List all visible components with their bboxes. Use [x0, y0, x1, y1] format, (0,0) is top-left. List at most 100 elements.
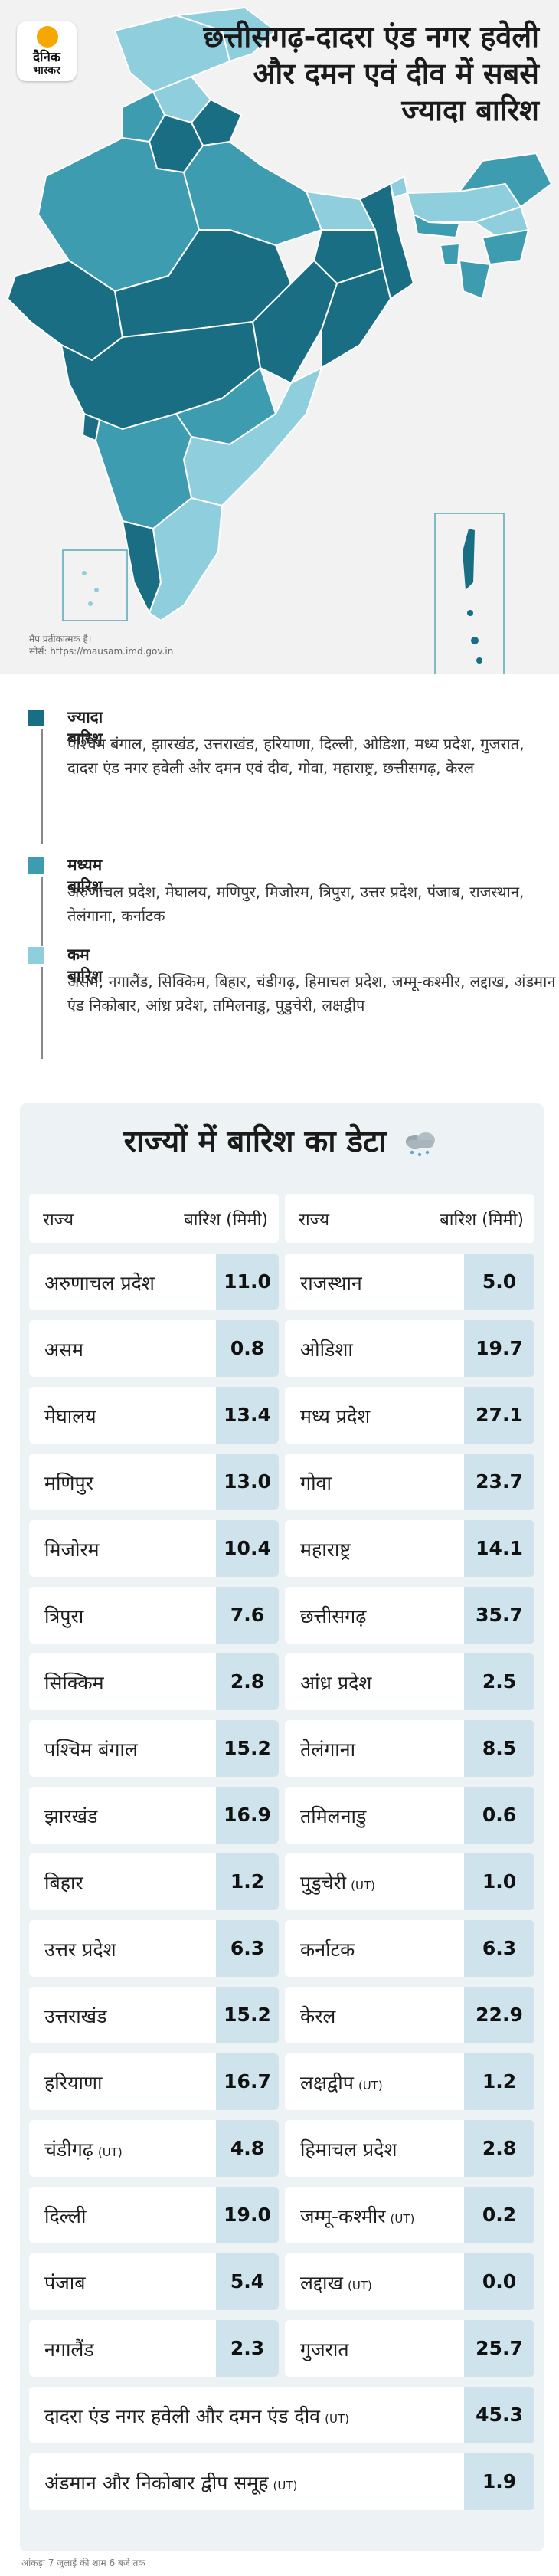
rainfall-value: 2.8 [216, 1653, 279, 1710]
table-row: नगालैंड 2.3 [29, 2320, 279, 2377]
legend-states-low: असम, नगालैंड, सिक्किम, बिहार, चंडीगढ़, ह… [67, 972, 556, 1014]
state-label: मणिपुर [44, 1472, 93, 1494]
logo-line1: दैनिक [33, 50, 60, 65]
table-row: तेलंगाना 8.5 [285, 1720, 534, 1777]
state-label: सिक्किम [44, 1672, 104, 1694]
state-label: पंजाब [44, 2272, 86, 2294]
legend-label-low: कम बारिश [67, 946, 103, 985]
rainfall-value: 35.7 [464, 1587, 534, 1644]
table-row: कर्नाटक 6.3 [285, 1920, 534, 1977]
table-row: पश्चिम बंगाल 15.2 [29, 1720, 279, 1777]
rainfall-value: 0.6 [464, 1787, 534, 1844]
state-name: तमिलनाडु [300, 1803, 366, 1829]
rainfall-value: 23.7 [464, 1454, 534, 1510]
table-row: असम 0.8 [29, 1320, 279, 1377]
table-title-text: राज्यों में बारिश का डेटा [123, 1124, 387, 1159]
state-name: सिक्किम [44, 1670, 104, 1696]
state-name: तेलंगाना [300, 1736, 355, 1762]
rainfall-value: 2.5 [464, 1653, 534, 1710]
rainfall-value: 16.7 [216, 2053, 279, 2110]
table-row: मणिपुर 13.0 [29, 1454, 279, 1510]
state-name: मिजोरम [44, 1536, 100, 1562]
state-name: कर्नाटक [300, 1936, 355, 1962]
state-label: दादरा एंड नगर हवेली और दमन एंड दीव [44, 2405, 321, 2427]
rainfall-value: 11.0 [216, 1254, 279, 1310]
state-name: लक्षद्वीप (UT) [300, 2070, 383, 2096]
legend-states-medium: अरुणाचल प्रदेश, मेघालय, मणिपुर, मिजोरम, … [67, 883, 525, 925]
map-note-line1: मैप प्रतीकात्मक है। [29, 634, 92, 644]
map-region-tamil-nadu [148, 497, 224, 622]
state-name: ओडिशा [300, 1336, 353, 1362]
state-label: अरुणाचल प्रदेश [44, 1272, 155, 1294]
state-label: चंडीगढ़ [44, 2138, 93, 2161]
legend-label-high: ज्यादा बारिश [67, 708, 103, 748]
state-name: त्रिपुरा [44, 1603, 83, 1629]
state-label: त्रिपुरा [44, 1605, 84, 1627]
table-title: राज्यों में बारिश का डेटा [20, 1119, 544, 1161]
legend-line [41, 877, 43, 946]
state-name: चंडीगढ़ (UT) [44, 2136, 123, 2162]
india-rainfall-map [6, 6, 553, 674]
state-label: पुडुचेरी [300, 1872, 347, 1894]
state-name: लद्दाख (UT) [300, 2270, 372, 2296]
ut-tag: (UT) [351, 1879, 376, 1893]
table-row: गोवा 23.7 [285, 1454, 534, 1510]
rainfall-value: 1.9 [464, 2453, 534, 2510]
state-label: झारखंड [44, 1805, 98, 1827]
legend-line [41, 967, 43, 1059]
state-name: मेघालय [44, 1403, 96, 1429]
state-label: गुजरात [300, 2338, 349, 2361]
legend-label-medium: मध्यम बारिश [67, 856, 103, 896]
table-row: हिमाचल प्रदेश 2.8 [285, 2120, 534, 2177]
legend-swatch-high [28, 710, 44, 726]
map-region-sikkim [389, 175, 409, 199]
state-label: उत्तराखंड [44, 2005, 107, 2027]
rainfall-value: 22.9 [464, 1987, 534, 2043]
map-region-mizoram [458, 259, 492, 300]
rainfall-value: 13.4 [216, 1387, 279, 1444]
state-name: केरल [300, 2003, 335, 2029]
state-name: दादरा एंड नगर हवेली और दमन एंड दीव (UT) [44, 2403, 349, 2429]
rainfall-value: 19.7 [464, 1320, 534, 1377]
rainfall-value: 13.0 [216, 1454, 279, 1510]
rainfall-value: 4.8 [216, 2120, 279, 2177]
table-row: दिल्ली 19.0 [29, 2187, 279, 2243]
rainfall-value: 1.0 [464, 1853, 534, 1910]
state-label: केरल [300, 2005, 336, 2027]
map-region-arunachal [457, 152, 553, 208]
page-title: छत्तीसगढ़-दादरा एंड नगर हवेली और दमन एवं… [203, 20, 539, 127]
state-label: लक्षद्वीप [300, 2072, 354, 2094]
state-label: उत्तर प्रदेश [44, 1939, 116, 1961]
table-row: लक्षद्वीप (UT) 1.2 [285, 2053, 534, 2110]
table-row: तमिलनाडु 0.6 [285, 1787, 534, 1844]
table-row: अंडमान और निकोबार द्वीप समूह (UT) 1.9 [29, 2453, 534, 2510]
state-label: नगालैंड [44, 2338, 94, 2361]
state-name: आंध्र प्रदेश [300, 1670, 371, 1696]
table-row: लद्दाख (UT) 0.0 [285, 2253, 534, 2310]
ut-tag: (UT) [273, 2479, 298, 2492]
state-label: हरियाणा [44, 2072, 103, 2094]
rainfall-value: 19.0 [216, 2187, 279, 2243]
state-name: महाराष्ट्र [300, 1536, 351, 1562]
rainfall-value: 27.1 [464, 1387, 534, 1444]
legend-line [41, 729, 43, 844]
state-name: झारखंड [44, 1803, 97, 1829]
state-name: छत्तीसगढ़ [300, 1603, 366, 1629]
rainfall-value: 7.6 [216, 1587, 279, 1644]
table-row: ओडिशा 19.7 [285, 1320, 534, 1377]
map-region-meghalaya [412, 213, 461, 239]
state-name: असम [44, 1336, 83, 1362]
state-label: दिल्ली [44, 2205, 87, 2227]
table-header-left: राज्य बारिश (मिमी) [29, 1194, 279, 1243]
state-label: राजस्थान [300, 1272, 362, 1294]
table-row: झारखंड 16.9 [29, 1787, 279, 1844]
table-row: मध्य प्रदेश 27.1 [285, 1387, 534, 1444]
state-name: अरुणाचल प्रदेश [44, 1270, 155, 1296]
rainfall-value: 25.7 [464, 2320, 534, 2377]
state-label: ओडिशा [300, 1339, 353, 1361]
state-label: मिजोरम [44, 1539, 100, 1561]
rainfall-value: 6.3 [464, 1920, 534, 1977]
rainfall-value: 1.2 [216, 1853, 279, 1910]
lakshadweep-inset [62, 549, 128, 621]
state-name: उत्तर प्रदेश [44, 1936, 116, 1962]
